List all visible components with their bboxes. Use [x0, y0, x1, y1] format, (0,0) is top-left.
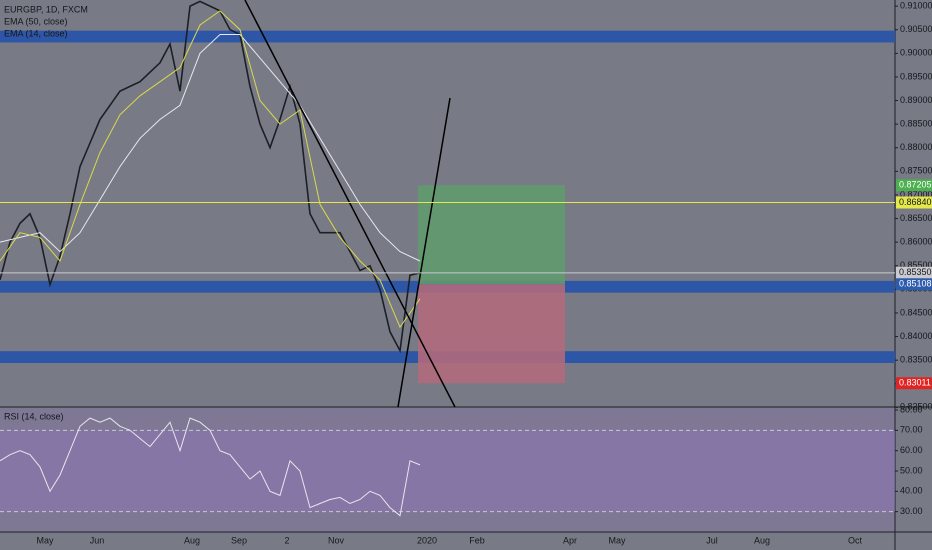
y-tick-label: 60.00: [900, 445, 923, 455]
y-tick-label: 30.00: [900, 506, 923, 516]
price-label: 0.85350: [899, 267, 932, 277]
x-tick-label: May: [36, 535, 54, 545]
price-label: 0.85108: [899, 279, 932, 289]
price-label-box: [896, 196, 932, 209]
price-label: 0.87205: [899, 180, 932, 190]
x-tick-label: Feb: [469, 535, 485, 545]
symbol-title: EURGBP, 1D, FXCM: [4, 4, 88, 14]
y-tick-label: 40.00: [900, 486, 923, 496]
rsi-band: [0, 430, 895, 512]
y-tick-label: 0.88000: [900, 142, 932, 152]
y-tick-label: 0.84000: [900, 331, 932, 341]
rsi-title: RSI (14, close): [4, 411, 64, 421]
y-tick-label: 0.90500: [900, 24, 932, 34]
x-tick-label: May: [608, 535, 626, 545]
ema-line: [0, 34, 421, 262]
trend-line: [244, 0, 456, 408]
y-tick-label: 0.86500: [900, 213, 932, 223]
price-label-box: [896, 266, 932, 279]
y-tick-label: 70.00: [900, 425, 923, 435]
price-label-box: [896, 278, 932, 291]
x-tick-label: Nov: [328, 535, 345, 545]
y-tick-label: 0.89000: [900, 95, 932, 105]
y-tick-label: 80.00: [900, 404, 923, 414]
x-tick-label: Aug: [754, 535, 770, 545]
y-tick-label: 0.88500: [900, 119, 932, 129]
y-tick-label: 0.89500: [900, 71, 932, 81]
y-tick-label: 0.90000: [900, 48, 932, 58]
support-zone: [0, 30, 895, 43]
x-tick-label: Sep: [231, 535, 247, 545]
target-zone: [418, 185, 565, 285]
price-label-box: [896, 179, 932, 192]
price-line: [0, 0, 421, 354]
x-tick-label: Aug: [184, 535, 200, 545]
x-tick-label: Oct: [848, 535, 863, 545]
y-tick-label: 0.84500: [900, 307, 932, 317]
price-label-box: [896, 377, 932, 390]
rsi-line: [0, 417, 421, 517]
x-tick-label: 2: [284, 535, 289, 545]
y-tick-label: 0.83500: [900, 355, 932, 365]
legend-entry: EMA (50, close): [4, 16, 68, 26]
legend-entry: EMA (14, close): [4, 28, 68, 38]
stop-zone: [418, 284, 565, 384]
y-tick-label: 0.85500: [900, 260, 932, 270]
price-label: 0.83011: [899, 378, 931, 388]
y-tick-label: 0.86000: [900, 237, 932, 247]
price-label: 0.86840: [899, 197, 932, 207]
ema-line: [0, 10, 421, 329]
trend-line: [397, 97, 451, 408]
y-tick-label: 0.87500: [900, 166, 932, 176]
x-tick-label: 2020: [417, 535, 437, 545]
y-tick-label: 0.87000: [900, 189, 932, 199]
y-tick-label: 50.00: [900, 465, 923, 475]
x-tick-label: Jun: [90, 535, 105, 545]
x-tick-label: Jul: [706, 535, 718, 545]
y-tick-label: 0.82500: [900, 402, 932, 412]
x-tick-label: Apr: [563, 535, 577, 545]
y-tick-label: 0.91000: [900, 1, 932, 11]
